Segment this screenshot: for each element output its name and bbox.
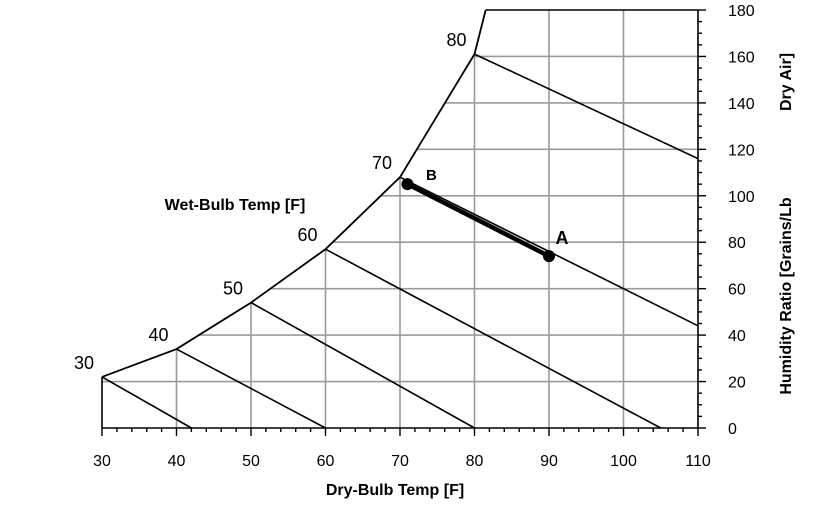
wet-bulb-label: 60: [297, 225, 317, 245]
saturation-curve: [101, 9, 487, 378]
wet-bulb-label: 50: [223, 279, 243, 299]
wet-bulb-line: [176, 348, 326, 429]
y-tick-label: 120: [728, 142, 755, 159]
wet-bulb-axis-title: Wet-Bulb Temp [F]: [165, 197, 306, 214]
y-tick-label: 160: [728, 49, 755, 66]
wet-bulb-line: [250, 301, 475, 429]
wet-bulb-line: [101, 376, 192, 429]
y-tick-label: 180: [728, 3, 755, 20]
wet-bulb-label: 40: [148, 325, 168, 345]
state-point-label-b: B: [426, 167, 437, 184]
x-tick-label: 50: [242, 453, 260, 470]
state-point-label-a: A: [556, 228, 569, 248]
y-axis-title-line-2: Dry Air]: [778, 53, 795, 111]
x-tick-label: 110: [685, 453, 711, 470]
y-tick-label: 40: [728, 328, 746, 345]
y-axis-title-line-1: Humidity Ratio [Grains/Lb: [778, 197, 795, 395]
y-tick-label: 0: [728, 421, 737, 438]
y-tick-label: 80: [728, 235, 746, 252]
x-tick-label: 70: [391, 453, 409, 470]
y-tick-label: 100: [728, 189, 755, 206]
y-tick-label: 60: [728, 282, 746, 299]
x-tick-label: 60: [317, 453, 335, 470]
wet-bulb-line: [325, 248, 662, 429]
wet-bulb-label: 30: [74, 353, 94, 373]
x-tick-label: 90: [540, 453, 558, 470]
x-tick-label: 80: [466, 453, 484, 470]
x-tick-label: 40: [168, 453, 186, 470]
wet-bulb-label: 70: [372, 153, 392, 173]
wet-bulb-line: [474, 53, 699, 160]
x-tick-label: 30: [93, 453, 111, 470]
wet-bulb-label: 80: [446, 30, 466, 50]
x-tick-label: 100: [610, 453, 637, 470]
x-axis-title: Dry-Bulb Temp [F]: [326, 482, 464, 499]
y-tick-label: 20: [728, 375, 746, 392]
state-point-b: [401, 178, 414, 191]
state-point-a: [543, 250, 555, 263]
y-tick-label: 140: [728, 96, 755, 113]
process-line: [405, 181, 552, 259]
